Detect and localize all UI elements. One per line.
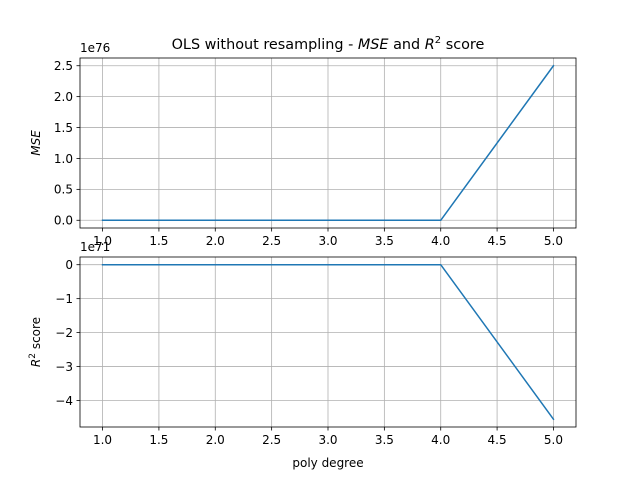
mse-xtick-label: 3.5 [375, 234, 394, 248]
r2-ticks: 1.0 1.5 2.0 2.5 3.0 3.5 4.0 4.5 5.0 −4 −3 −2 −1 0 [55, 258, 563, 447]
r2-xtick-label: 2.0 [206, 433, 225, 447]
mse-ytick-label: 1.5 [54, 121, 73, 135]
mse-ytick-label: 2.5 [54, 59, 73, 73]
mse-xtick-label: 4.5 [488, 234, 507, 248]
r2-xtick-label: 1.5 [149, 433, 168, 447]
r2-series-line [101, 263, 555, 421]
r2-xtick-label: 4.5 [488, 433, 507, 447]
mse-ticks: 1.0 1.5 2.0 2.5 3.0 3.5 4.0 4.5 5.0 0.0 0.5 1.0 1.5 2… [54, 59, 563, 248]
mse-xtick-label: 4.0 [431, 234, 450, 248]
r2-xlabel: poly degree [292, 456, 363, 470]
r2-ytick-label: −1 [55, 292, 73, 306]
r2-xtick-label: 5.0 [544, 433, 563, 447]
r2-grid [80, 257, 576, 427]
mse-xtick-label: 5.0 [544, 234, 563, 248]
r2-ytick-label: −4 [55, 394, 73, 408]
r2-xtick-label: 1.0 [93, 433, 112, 447]
r2-offset-text: 1e71 [80, 240, 110, 254]
r2-ylabel: R2 score [28, 317, 43, 367]
r2-ytick-label: 0 [65, 258, 73, 272]
mse-offset-text: 1e76 [80, 41, 110, 55]
mse-ytick-label: 0.5 [54, 183, 73, 197]
mse-ytick-label: 1.0 [54, 152, 73, 166]
mse-ytick-label: 0.0 [54, 214, 73, 228]
mse-grid [80, 58, 576, 228]
r2-xtick-label: 3.0 [318, 433, 337, 447]
chart-title: OLS without resampling - MSE and R2 scor… [172, 35, 485, 53]
mse-xtick-label: 3.0 [318, 234, 337, 248]
mse-xtick-label: 1.0 [93, 234, 112, 248]
mse-ylabel: MSE [29, 130, 43, 156]
mse-ytick-label: 2.0 [54, 90, 73, 104]
mse-xtick-label: 1.5 [149, 234, 168, 248]
mse-axes: 1.0 1.5 2.0 2.5 3.0 3.5 4.0 4.5 5.0 0.0 0.5 1.0 1.5 2… [29, 41, 577, 248]
r2-ytick-label: −3 [55, 360, 73, 374]
r2-axes: 1.0 1.5 2.0 2.5 3.0 3.5 4.0 4.5 5.0 −4 −3 −2 −1 0 1e7… [28, 240, 577, 470]
r2-xtick-label: 3.5 [375, 433, 394, 447]
r2-ytick-label: −2 [55, 326, 73, 340]
mse-series-line [101, 64, 555, 222]
r2-xtick-label: 4.0 [431, 433, 450, 447]
mse-xtick-label: 2.5 [262, 234, 281, 248]
r2-xtick-label: 2.5 [262, 433, 281, 447]
mse-xtick-label: 2.0 [206, 234, 225, 248]
